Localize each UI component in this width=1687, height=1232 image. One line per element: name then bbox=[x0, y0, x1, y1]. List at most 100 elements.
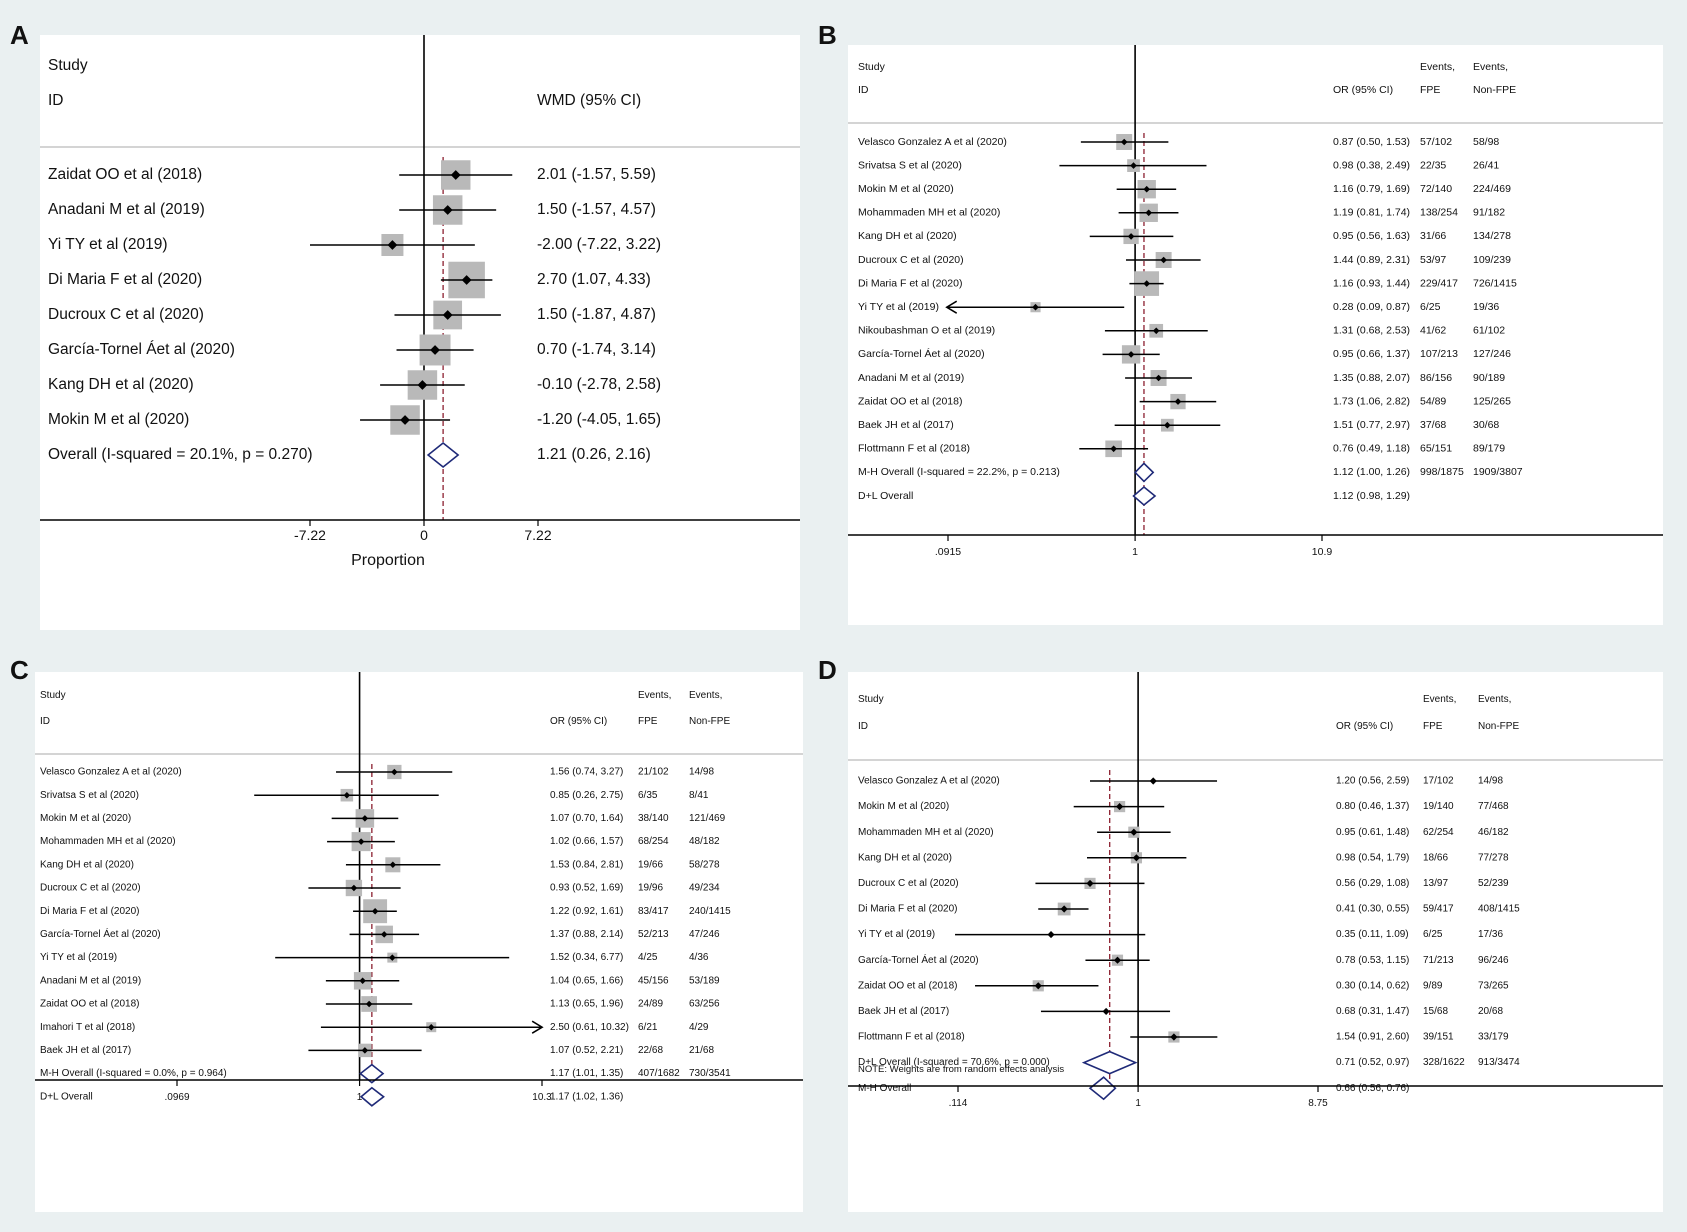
overall-estimate: 1.12 (1.00, 1.26) bbox=[1333, 466, 1410, 478]
point-estimate bbox=[1149, 777, 1157, 785]
x-tick-label: 8.75 bbox=[1308, 1098, 1328, 1109]
study-estimate: 0.28 (0.09, 0.87) bbox=[1333, 301, 1410, 313]
study-estimate: 0.98 (0.54, 1.79) bbox=[1336, 852, 1409, 863]
point-estimate bbox=[359, 977, 366, 985]
study-estimate: 0.80 (0.46, 1.37) bbox=[1336, 801, 1409, 812]
point-estimate bbox=[442, 310, 453, 320]
header-estimate: OR (95% CI) bbox=[550, 716, 607, 727]
point-estimate bbox=[400, 415, 410, 425]
study-label: Nikoubashman O et al (2019) bbox=[858, 325, 995, 337]
study-label: Kang DH et al (2020) bbox=[858, 230, 957, 242]
study-estimate: -1.20 (-4.05, 1.65) bbox=[537, 411, 661, 428]
study-events-nonfpe: 127/246 bbox=[1473, 348, 1511, 360]
study-events-fpe: 38/140 bbox=[638, 813, 669, 824]
overall-events-nonfpe: 1909/3807 bbox=[1473, 466, 1523, 478]
study-events-nonfpe: 26/41 bbox=[1473, 159, 1499, 171]
point-estimate bbox=[1164, 421, 1171, 429]
overall-label: Overall (I-squared = 20.1%, p = 0.270) bbox=[48, 446, 313, 463]
study-label: Kang DH et al (2020) bbox=[40, 859, 134, 870]
study-estimate: 0.70 (-1.74, 3.14) bbox=[537, 341, 656, 358]
point-estimate bbox=[1170, 1033, 1178, 1041]
study-estimate: 0.56 (0.29, 1.08) bbox=[1336, 878, 1409, 889]
x-tick-label: 1 bbox=[1132, 546, 1138, 558]
overall-estimate: 0.71 (0.52, 0.97) bbox=[1336, 1057, 1409, 1068]
point-estimate bbox=[389, 861, 397, 869]
study-events-nonfpe: 30/68 bbox=[1473, 419, 1499, 431]
header-events-fpe-sub: FPE bbox=[1420, 84, 1440, 96]
study-label: Yi TY et al (2019) bbox=[858, 929, 935, 940]
study-estimate: 0.85 (0.26, 2.75) bbox=[550, 790, 623, 801]
study-label: García-Tornel Áet al (2020) bbox=[40, 927, 161, 940]
study-events-nonfpe: 125/265 bbox=[1473, 395, 1511, 407]
point-estimate bbox=[1110, 445, 1117, 453]
x-tick-label: 1 bbox=[1135, 1098, 1141, 1109]
study-estimate: 0.41 (0.30, 0.55) bbox=[1336, 904, 1409, 915]
study-label: Ducroux C et al (2020) bbox=[48, 306, 204, 323]
study-label: Baek JH et al (2017) bbox=[858, 1006, 949, 1017]
study-label: Mohammaden MH et al (2020) bbox=[858, 827, 994, 838]
header-study: Study bbox=[858, 694, 884, 705]
overall-events-nonfpe: 730/3541 bbox=[689, 1068, 731, 1079]
study-estimate: 1.13 (0.65, 1.96) bbox=[550, 999, 623, 1010]
point-estimate bbox=[1086, 879, 1094, 887]
point-estimate bbox=[1127, 233, 1135, 240]
study-events-fpe: 138/254 bbox=[1420, 207, 1458, 219]
study-events-fpe: 18/66 bbox=[1423, 852, 1448, 863]
overall-label: D+L Overall bbox=[40, 1091, 93, 1102]
x-axis-label: Proportion bbox=[351, 552, 425, 569]
study-events-nonfpe: 224/469 bbox=[1473, 183, 1511, 195]
study-events-fpe: 45/156 bbox=[638, 975, 669, 986]
header-id: ID bbox=[48, 92, 64, 109]
header-events-nonfpe: Events, bbox=[1478, 694, 1511, 705]
study-label: Kang DH et al (2020) bbox=[48, 376, 194, 393]
study-events-nonfpe: 726/1415 bbox=[1473, 277, 1517, 289]
study-events-fpe: 107/213 bbox=[1420, 348, 1458, 360]
overall-estimate: 1.17 (1.01, 1.35) bbox=[550, 1068, 623, 1079]
study-estimate: 1.37 (0.88, 2.14) bbox=[550, 929, 623, 940]
plot-background bbox=[848, 45, 1663, 625]
study-events-fpe: 53/97 bbox=[1420, 254, 1446, 266]
study-label: Di Maria F et al (2020) bbox=[40, 906, 139, 917]
study-estimate: 0.68 (0.31, 1.47) bbox=[1336, 1006, 1409, 1017]
header-study: Study bbox=[48, 57, 88, 74]
study-label: Di Maria F et al (2020) bbox=[858, 277, 962, 289]
study-label: Velasco Gonzalez A et al (2020) bbox=[858, 136, 1007, 148]
study-label: Mokin M et al (2020) bbox=[858, 183, 954, 195]
study-events-fpe: 52/213 bbox=[638, 929, 669, 940]
study-label: Di Maria F et al (2020) bbox=[48, 271, 202, 288]
study-events-nonfpe: 4/29 bbox=[689, 1022, 709, 1033]
point-estimate bbox=[1130, 828, 1138, 836]
study-events-nonfpe: 89/179 bbox=[1473, 443, 1505, 455]
study-events-nonfpe: 8/41 bbox=[689, 790, 709, 801]
study-estimate: 1.51 (0.77, 2.97) bbox=[1333, 419, 1410, 431]
study-events-nonfpe: 17/36 bbox=[1478, 929, 1503, 940]
study-label: Zaidat OO et al (2018) bbox=[858, 395, 962, 407]
study-estimate: -0.10 (-2.78, 2.58) bbox=[537, 376, 661, 393]
overall-label: M-H Overall bbox=[858, 1083, 911, 1094]
study-estimate: 0.93 (0.52, 1.69) bbox=[550, 883, 623, 894]
study-estimate: 1.16 (0.79, 1.69) bbox=[1333, 183, 1410, 195]
study-events-nonfpe: 77/468 bbox=[1478, 801, 1509, 812]
study-events-fpe: 31/66 bbox=[1420, 230, 1446, 242]
study-label: Flottmann F et al (2018) bbox=[858, 1032, 965, 1043]
point-estimate bbox=[450, 170, 461, 180]
point-estimate bbox=[371, 907, 379, 915]
study-events-fpe: 21/102 bbox=[638, 767, 669, 778]
study-estimate: 1.73 (1.06, 2.82) bbox=[1333, 395, 1410, 407]
study-estimate: 1.53 (0.84, 2.81) bbox=[550, 859, 623, 870]
study-estimate: 1.35 (0.88, 2.07) bbox=[1333, 372, 1410, 384]
study-events-nonfpe: 49/234 bbox=[689, 883, 720, 894]
study-events-fpe: 9/89 bbox=[1423, 980, 1443, 991]
study-events-fpe: 39/151 bbox=[1423, 1032, 1454, 1043]
study-events-fpe: 22/68 bbox=[638, 1045, 663, 1056]
study-label: Srivatsa S et al (2020) bbox=[858, 159, 962, 171]
study-events-nonfpe: 109/239 bbox=[1473, 254, 1511, 266]
study-label: Yi TY et al (2019) bbox=[858, 301, 939, 313]
point-estimate bbox=[442, 205, 453, 215]
point-estimate bbox=[361, 815, 369, 822]
study-estimate: 2.50 (0.61, 10.32) bbox=[550, 1022, 629, 1033]
study-events-fpe: 65/151 bbox=[1420, 443, 1452, 455]
x-tick-label: -7.22 bbox=[294, 527, 326, 543]
header-events-fpe-sub: FPE bbox=[638, 716, 658, 727]
study-estimate: 1.19 (0.81, 1.74) bbox=[1333, 207, 1410, 219]
